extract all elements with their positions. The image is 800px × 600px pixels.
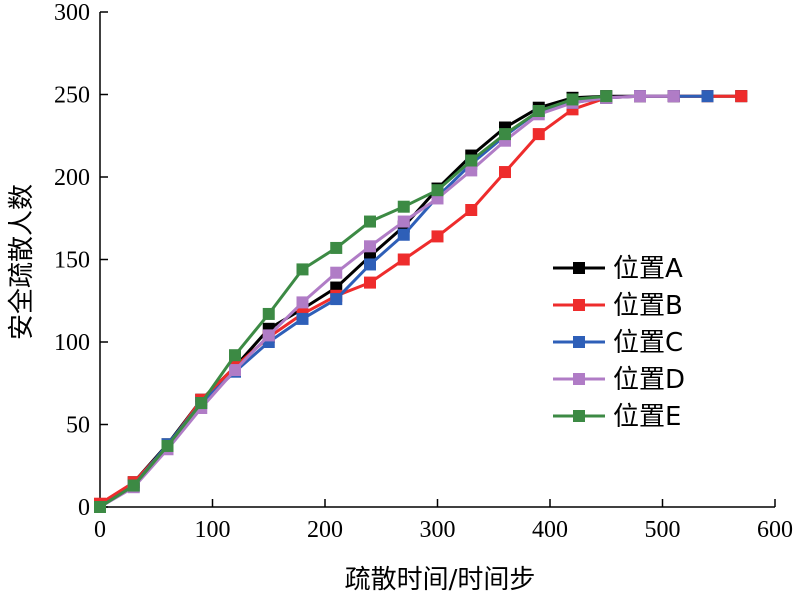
data-point (397, 215, 410, 228)
legend-marker (573, 299, 585, 311)
legend-item-4: 位置D (553, 365, 685, 395)
y-axis-title: 安全疏散人数 (7, 184, 37, 340)
data-point (364, 276, 376, 289)
data-point (195, 397, 208, 410)
data-point (499, 166, 511, 179)
data-point (465, 204, 478, 216)
legend-item-3: 位置C (553, 328, 683, 358)
legend-label: 位置E (613, 402, 681, 432)
data-point (532, 128, 545, 141)
y-tick-label: 200 (54, 165, 90, 191)
data-point (296, 263, 309, 276)
x-tick-label: 600 (757, 517, 793, 543)
data-point (634, 90, 646, 103)
legend-marker (573, 262, 585, 274)
legend-marker (573, 373, 585, 385)
data-point (465, 154, 478, 167)
data-point (431, 184, 444, 197)
legend-item-1: 位置A (553, 254, 683, 284)
legend-item-2: 位置B (553, 291, 683, 321)
data-point (330, 266, 343, 279)
data-point (397, 253, 410, 266)
data-point (431, 230, 444, 243)
x-tick-label: 400 (532, 517, 568, 543)
x-tick-label: 300 (420, 517, 456, 543)
legend-label: 位置D (613, 365, 685, 395)
series-5 (94, 90, 613, 513)
data-point (465, 164, 478, 177)
data-point (364, 215, 376, 228)
data-point (330, 241, 343, 254)
data-point (161, 439, 174, 452)
data-point (296, 312, 309, 325)
y-tick-label: 50 (66, 413, 90, 439)
data-point (701, 90, 714, 103)
x-axis-title: 疏散时间/时间步 (345, 565, 536, 595)
y-tick-label: 0 (78, 495, 90, 521)
x-tick-label: 200 (307, 517, 343, 543)
axes (99, 11, 776, 508)
data-point (364, 240, 376, 253)
y-tick-label: 300 (54, 0, 90, 26)
legend: 位置A 位置B 位置C 位置D 位置E (553, 254, 685, 432)
data-point (262, 307, 275, 320)
legend-marker (573, 410, 585, 422)
legend-marker (573, 336, 585, 348)
data-point (600, 90, 613, 103)
x-tick-label: 500 (645, 517, 681, 543)
y-tick-label: 100 (54, 330, 90, 356)
data-point (229, 349, 241, 362)
data-point (397, 200, 410, 213)
data-point (499, 128, 511, 141)
x-tick-label: 100 (195, 517, 231, 543)
data-point (127, 479, 140, 492)
series-4 (94, 90, 680, 513)
series-line (99, 94, 674, 509)
data-point (330, 293, 343, 306)
data-point (397, 228, 410, 241)
x-tick-label: 0 (94, 517, 106, 543)
data-point (229, 364, 241, 377)
data-point (667, 90, 680, 103)
y-tick-label: 250 (54, 83, 90, 109)
y-tick-label: 150 (54, 248, 90, 274)
legend-item-5: 位置E (553, 402, 681, 432)
data-point (296, 296, 309, 309)
tick-labels: 0 50 100 150 200 250 300 0 100 200 300 400 500 600 (54, 0, 793, 543)
series-group (94, 90, 748, 513)
data-point (262, 329, 275, 342)
legend-label: 位置C (613, 328, 683, 358)
legend-label: 位置A (613, 254, 683, 284)
series-line (99, 94, 607, 509)
data-point (364, 258, 376, 271)
data-point (566, 93, 579, 106)
data-point (735, 90, 748, 103)
data-point (94, 501, 106, 513)
data-point (532, 105, 545, 117)
legend-label: 位置B (613, 291, 683, 321)
